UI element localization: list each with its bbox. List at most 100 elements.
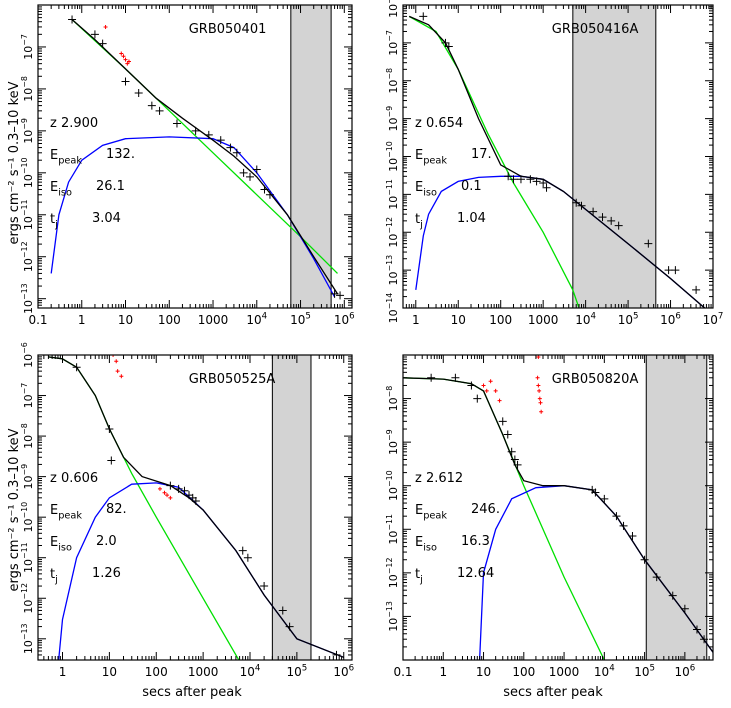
y-tick-label: 10−13 bbox=[20, 623, 35, 654]
y-tick-label: 10−13 bbox=[20, 283, 35, 314]
param-tj-label: tj bbox=[415, 567, 423, 586]
y-tick-label: 10−10 bbox=[20, 502, 35, 533]
data-point bbox=[191, 126, 200, 135]
flare-data-point bbox=[126, 59, 131, 64]
data-point bbox=[441, 38, 450, 47]
data-point bbox=[539, 178, 548, 187]
shaded-region bbox=[290, 5, 332, 308]
param-eiso-label: Eiso bbox=[415, 180, 437, 199]
flare-data-point bbox=[537, 388, 542, 393]
data-point bbox=[503, 430, 512, 439]
flare-data-point bbox=[168, 495, 173, 500]
panel-grb050820a: 0.1 1 10 100 1000 104 105 106 10−8 10−9 10−10 10−11… bbox=[385, 354, 714, 679]
data-point bbox=[180, 486, 189, 495]
y-axis-label-top: ergs cm⁻² s⁻¹ 0.3–10 keV bbox=[7, 81, 22, 244]
data-point bbox=[265, 190, 274, 199]
data-point bbox=[419, 12, 428, 21]
panel-title: GRB050525A bbox=[189, 372, 276, 387]
data-point bbox=[652, 573, 661, 582]
param-eiso-label: Eiso bbox=[50, 535, 72, 554]
x-tick-label: 104 bbox=[594, 664, 615, 679]
flare-data-point bbox=[536, 355, 541, 359]
param-z: z 0.654 bbox=[415, 116, 463, 131]
flare-data-point bbox=[537, 396, 542, 401]
x-tick-label: 100 bbox=[145, 665, 168, 679]
x-tick-label: 1000 bbox=[528, 313, 559, 327]
flare-data-point bbox=[165, 493, 170, 498]
data-point bbox=[226, 143, 235, 152]
data-point bbox=[246, 172, 255, 181]
x-axis-label-right: secs after peak bbox=[503, 685, 603, 700]
x-tick-label: 105 bbox=[634, 664, 655, 679]
x-tick-label: 104 bbox=[240, 664, 261, 679]
data-point bbox=[444, 42, 453, 51]
flare-data-point bbox=[481, 383, 486, 388]
data-point bbox=[668, 591, 677, 600]
y-tick-label: 10−10 bbox=[20, 157, 35, 188]
x-tick-label: 0.1 bbox=[393, 665, 412, 679]
x-tick-label: 1000 bbox=[198, 313, 229, 327]
model-curve-total bbox=[48, 356, 344, 658]
data-point bbox=[680, 604, 689, 613]
data-point bbox=[121, 77, 130, 86]
data-point bbox=[700, 635, 709, 644]
data-point bbox=[619, 521, 628, 530]
param-epeak-label: Epeak bbox=[415, 503, 447, 522]
data-point bbox=[330, 289, 339, 298]
panel-title: GRB050401 bbox=[189, 22, 267, 37]
x-tick-label: 1 bbox=[78, 313, 86, 327]
x-tick-label: 100 bbox=[158, 313, 181, 327]
param-epeak-label: Epeak bbox=[50, 503, 82, 522]
data-point bbox=[532, 177, 541, 186]
data-point bbox=[572, 198, 581, 207]
flare-data-point bbox=[125, 61, 130, 66]
x-tick-label: 10 bbox=[451, 313, 466, 327]
data-point bbox=[216, 136, 225, 145]
param-eiso-value: 0.1 bbox=[461, 179, 482, 194]
flare-data-point bbox=[488, 379, 493, 384]
plot-area bbox=[408, 5, 706, 308]
data-point bbox=[516, 175, 525, 184]
y-tick-label: 10−11 bbox=[385, 179, 400, 210]
data-point bbox=[504, 172, 513, 181]
x-tick-label: 1000 bbox=[549, 665, 580, 679]
param-eiso-value: 26.1 bbox=[96, 179, 125, 194]
flare-data-point bbox=[536, 383, 541, 388]
data-point bbox=[427, 373, 436, 382]
y-tick-label: 10−7 bbox=[20, 383, 35, 409]
data-point bbox=[105, 424, 114, 433]
y-tick-label: 10−8 bbox=[20, 76, 35, 102]
plot-frame bbox=[37, 354, 353, 661]
data-point bbox=[612, 512, 621, 521]
data-point bbox=[278, 606, 287, 615]
data-point bbox=[260, 582, 269, 591]
flare-data-point bbox=[119, 374, 124, 379]
data-point bbox=[166, 481, 175, 490]
data-point bbox=[600, 494, 609, 503]
param-eiso-label: Eiso bbox=[50, 180, 72, 199]
shaded-region bbox=[271, 355, 312, 660]
y-tick-label: 10−13 bbox=[385, 255, 400, 286]
param-z: z 0.606 bbox=[50, 471, 98, 486]
y-tick-label: 10−7 bbox=[385, 30, 400, 56]
model-curve-total bbox=[71, 19, 339, 295]
y-tick-label: 10−14 bbox=[385, 293, 400, 324]
data-point bbox=[644, 239, 653, 248]
data-point bbox=[238, 546, 247, 555]
x-tick-label: 107 bbox=[703, 312, 724, 327]
y-tick-label: 10−12 bbox=[385, 558, 400, 589]
data-point bbox=[98, 39, 107, 48]
flare-data-point bbox=[535, 375, 540, 380]
param-epeak-value: 132. bbox=[106, 147, 135, 162]
data-point bbox=[507, 447, 516, 456]
panel-grb050416a: 1 10 100 1000 104 105 106 107 10−6 10−7 10−8 10−9 10… bbox=[385, 0, 723, 327]
y-tick-label: 10−12 bbox=[20, 241, 35, 272]
data-point bbox=[598, 213, 607, 222]
flare-data-point bbox=[123, 57, 128, 62]
param-tj-label: tj bbox=[50, 212, 58, 231]
x-tick-label: 105 bbox=[286, 664, 307, 679]
flare-data-point bbox=[493, 388, 498, 393]
flare-data-point bbox=[111, 355, 116, 357]
param-z: z 2.612 bbox=[415, 471, 463, 486]
